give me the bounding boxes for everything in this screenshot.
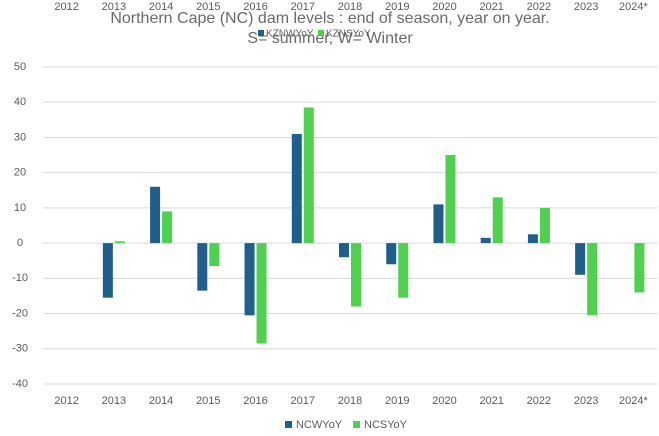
x-tick-label-top: 2014 [149, 1, 173, 13]
x-tick-label: 2012 [54, 395, 78, 407]
x-tick-label-top: 2023 [574, 1, 598, 13]
x-tick-label-top: 2018 [338, 1, 362, 13]
y-tick-label: 30 [14, 131, 26, 143]
x-tick-label: 2019 [385, 395, 409, 407]
bar [197, 243, 208, 291]
y-tick-label: -40 [12, 378, 28, 390]
bar [209, 243, 220, 267]
chart-subtitle: S= summer, W= Winter [247, 30, 413, 47]
legend-label: NCSYoY [364, 419, 408, 431]
bar [291, 133, 302, 244]
y-tick-label: 20 [14, 167, 26, 179]
x-tick-label-top: 2015 [196, 1, 220, 13]
x-tick-label: 2017 [291, 395, 315, 407]
bar [102, 243, 113, 298]
x-tick-label-top: 2017 [291, 1, 315, 13]
bar [256, 243, 267, 344]
bar [634, 243, 645, 293]
bar [244, 243, 255, 316]
x-tick-label: 2021 [479, 395, 503, 407]
bar [398, 243, 409, 298]
chart-title: Northern Cape (NC) dam levels : end of s… [110, 10, 549, 27]
y-tick-label: 50 [14, 61, 26, 73]
bar [386, 243, 397, 265]
bar [539, 207, 550, 244]
x-tick-label: 2024* [619, 395, 648, 407]
bar [150, 186, 161, 244]
y-tick-label: 40 [14, 96, 26, 108]
x-tick-label-top: 2020 [432, 1, 456, 13]
x-tick-label-top: 2021 [479, 1, 503, 13]
y-tick-label: -30 [12, 343, 28, 355]
bar [433, 204, 444, 244]
x-tick-label-top: 2016 [243, 1, 267, 13]
bar [303, 107, 314, 244]
overlay-legend-swatch [318, 30, 324, 36]
bar [527, 234, 538, 244]
bar [351, 243, 361, 307]
x-tick-label: 2013 [102, 395, 126, 407]
y-tick-label: -20 [12, 307, 28, 319]
bar [492, 197, 503, 244]
overlay-legend-label: KZNSYoY [326, 29, 371, 40]
x-tick-label: 2018 [338, 395, 362, 407]
x-tick-label-top: 2024* [619, 1, 648, 13]
legend-swatch [285, 421, 292, 428]
bar [575, 243, 586, 275]
legend-swatch [353, 421, 360, 428]
x-tick-label: 2020 [432, 395, 456, 407]
bar [480, 237, 491, 244]
x-tick-label: 2023 [574, 395, 598, 407]
legend-label: NCWYoY [296, 419, 343, 431]
x-tick-label: 2014 [149, 395, 173, 407]
y-tick-label: 0 [17, 237, 23, 249]
x-tick-label-top: 2013 [102, 1, 126, 13]
y-tick-label: 10 [14, 202, 26, 214]
x-tick-label-top: 2019 [385, 1, 409, 13]
bar [339, 243, 349, 258]
x-tick-label: 2022 [527, 395, 551, 407]
overlay-legend-label: KZNWYoY [266, 29, 314, 40]
x-tick-label: 2015 [196, 395, 220, 407]
bar [114, 241, 125, 244]
bar [445, 155, 456, 244]
bar [587, 243, 598, 316]
x-tick-label-top: 2022 [527, 1, 551, 13]
bar [162, 211, 173, 244]
y-tick-label: -10 [12, 272, 28, 284]
x-tick-label: 2016 [243, 395, 267, 407]
overlay-legend-swatch [258, 30, 264, 36]
x-tick-label-top: 2012 [54, 1, 78, 13]
